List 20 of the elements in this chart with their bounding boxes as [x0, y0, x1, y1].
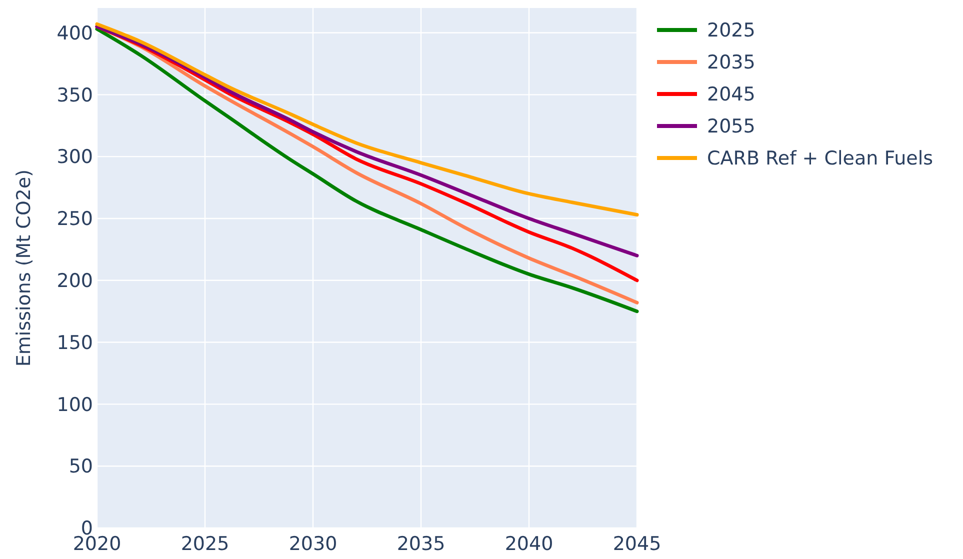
x-tick-label: 2045: [612, 533, 662, 555]
y-tick-label: 150: [56, 332, 93, 354]
y-tick-label: 300: [56, 146, 93, 168]
legend-label: 2025: [707, 20, 756, 42]
legend-label: CARB Ref + Clean Fuels: [707, 148, 934, 170]
y-tick-label: 350: [56, 84, 93, 106]
legend-label: 2045: [707, 84, 756, 106]
y-tick-label: 250: [56, 208, 93, 230]
y-tick-label: 100: [56, 394, 93, 416]
x-tick-label: 2030: [288, 533, 338, 555]
legend-label: 2055: [707, 116, 756, 138]
legend-label: 2035: [707, 52, 756, 74]
x-tick-label: 2025: [180, 533, 230, 555]
y-axis-title: Emissions (Mt CO2e): [13, 169, 35, 367]
y-tick-label: 50: [68, 456, 93, 478]
x-tick-label: 2035: [396, 533, 446, 555]
y-tick-label: 400: [56, 22, 93, 44]
line-series: [95, 22, 639, 217]
y-tick-label: 200: [56, 270, 93, 292]
x-tick-label: 2040: [504, 533, 554, 555]
